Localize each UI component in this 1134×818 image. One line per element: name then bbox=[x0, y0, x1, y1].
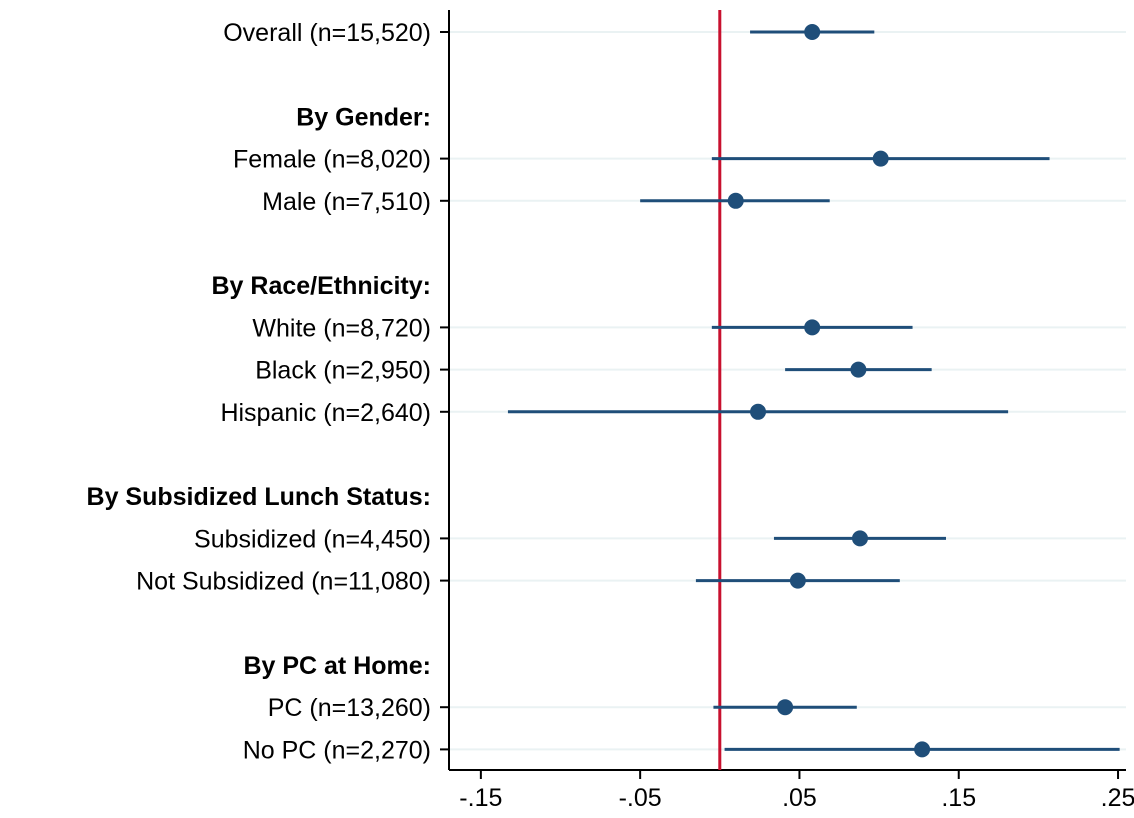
row-label: Male (n=7,510) bbox=[262, 188, 431, 216]
point-estimate bbox=[804, 24, 821, 40]
row-label: Subsidized (n=4,450) bbox=[194, 525, 431, 553]
point-estimate bbox=[750, 403, 767, 420]
group-header-label: By Race/Ethnicity: bbox=[211, 272, 431, 300]
row-label: Female (n=8,020) bbox=[233, 146, 431, 174]
axes-group: -.15 -.05 .05 .15 .25 bbox=[440, 10, 1134, 812]
x-tick-label: -.15 bbox=[459, 784, 502, 812]
row-label: Hispanic (n=2,640) bbox=[220, 399, 431, 427]
estimates-group bbox=[507, 24, 1120, 758]
point-estimate bbox=[850, 361, 867, 378]
row-label: White (n=8,720) bbox=[252, 314, 431, 342]
row-label: Overall (n=15,520) bbox=[223, 19, 431, 47]
x-tick-label: -.05 bbox=[619, 784, 662, 812]
x-tick-label: .15 bbox=[941, 784, 976, 812]
point-estimate bbox=[804, 319, 821, 336]
x-tick-label: .05 bbox=[782, 784, 817, 812]
row-label: No PC (n=2,270) bbox=[243, 736, 431, 764]
row-labels-group: Overall (n=15,520) By Gender: Female (n=8,… bbox=[87, 19, 431, 764]
point-estimate bbox=[851, 530, 868, 547]
group-header-label: By PC at Home: bbox=[243, 652, 431, 680]
group-header-label: By Gender: bbox=[296, 103, 431, 131]
point-estimate bbox=[777, 699, 794, 716]
point-estimate bbox=[789, 572, 806, 589]
row-label: Black (n=2,950) bbox=[255, 357, 431, 385]
row-label: PC (n=13,260) bbox=[268, 694, 431, 722]
point-estimate bbox=[914, 741, 931, 758]
point-estimate bbox=[727, 192, 744, 209]
x-tick-label: .25 bbox=[1101, 784, 1134, 812]
row-label: Not Subsidized (n=11,080) bbox=[136, 568, 431, 596]
grid-group bbox=[449, 31, 1126, 751]
group-header-label: By Subsidized Lunch Status: bbox=[87, 483, 431, 511]
point-estimate bbox=[872, 150, 889, 167]
